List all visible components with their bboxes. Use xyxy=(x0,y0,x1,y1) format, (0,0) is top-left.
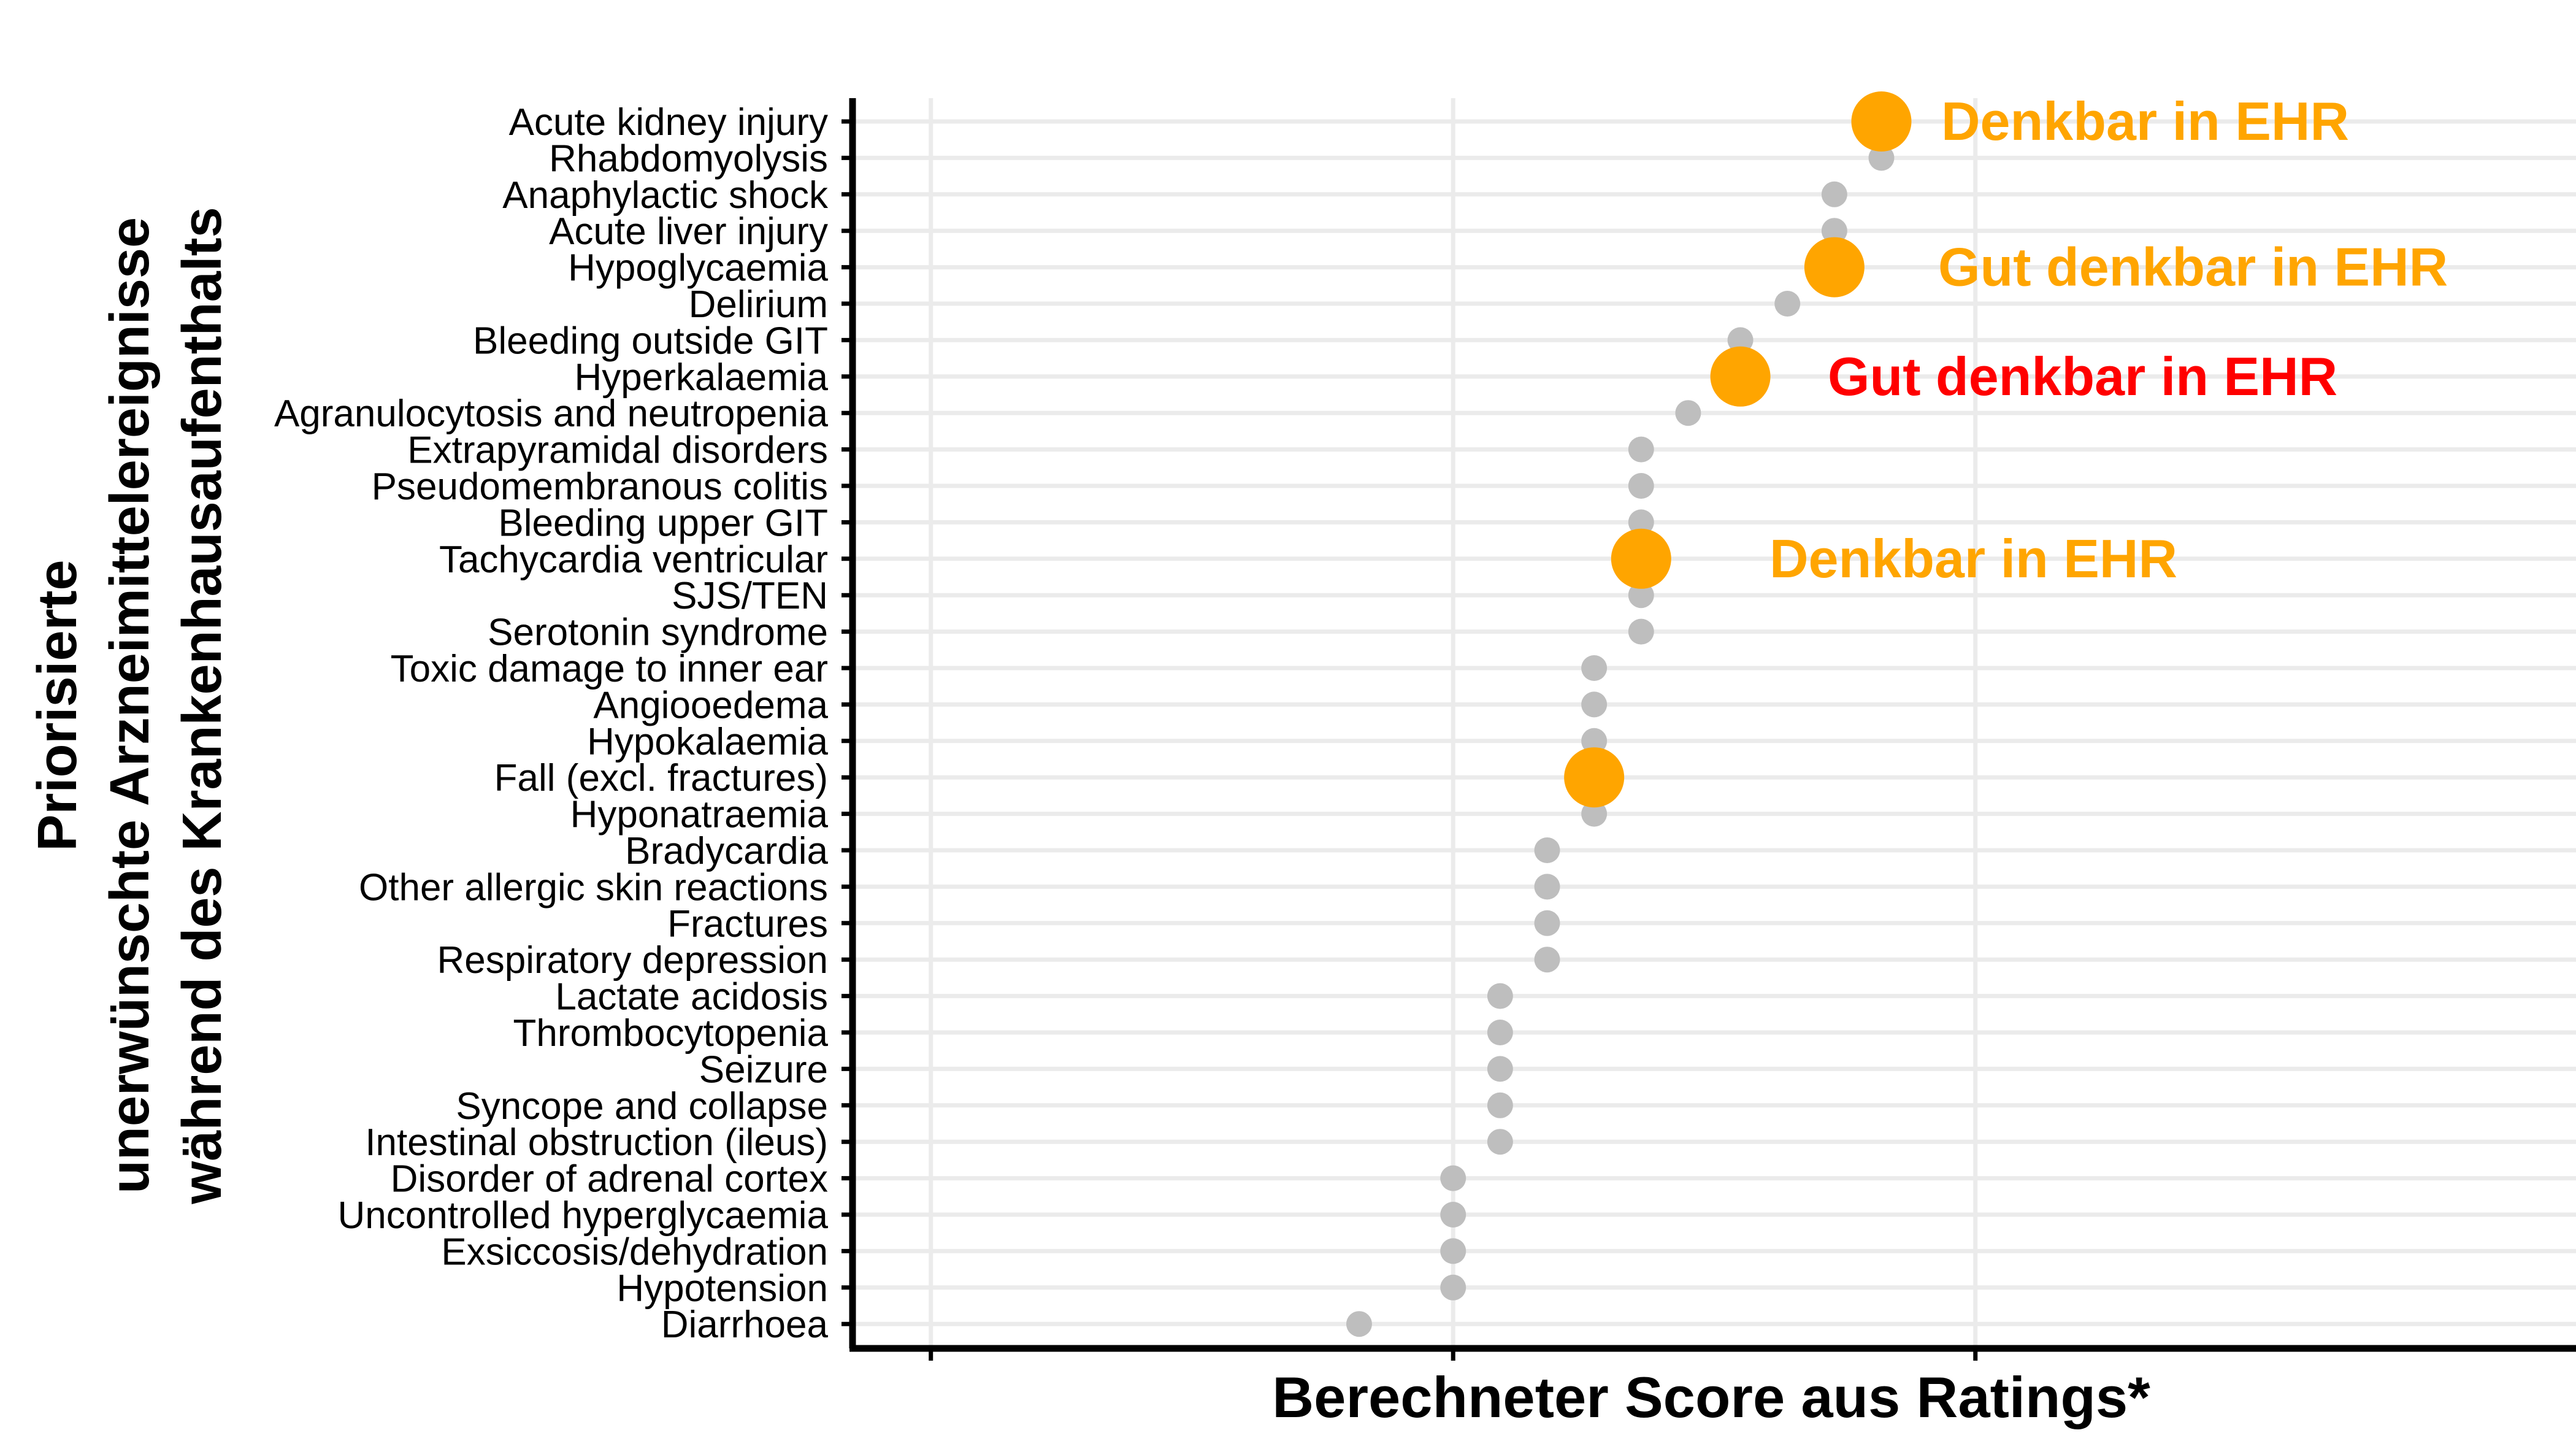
y-axis-title: Priorisierte unerwünschte Arzneimittelere… xyxy=(27,207,233,1204)
data-point xyxy=(1628,618,1654,645)
data-point xyxy=(1581,728,1608,754)
data-point xyxy=(1534,947,1560,973)
y-tick-label: Hypoglycaemia xyxy=(568,247,828,290)
data-point xyxy=(1487,1092,1513,1118)
y-tick-label: Acute kidney injury xyxy=(509,101,828,144)
y-tick-label: Uncontrolled hyperglycaemia xyxy=(337,1194,828,1237)
data-point xyxy=(1628,509,1654,536)
y-tick-label: Acute liver injury xyxy=(549,210,828,253)
y-tick-label: Hypotension xyxy=(616,1267,828,1310)
y-tick-label: Hyperkalaemia xyxy=(574,356,828,399)
y-tick-label: Fractures xyxy=(667,903,828,945)
y-tick-label: Hyponatraemia xyxy=(570,794,829,836)
data-point xyxy=(1487,1020,1513,1045)
data-point xyxy=(1440,1165,1466,1191)
y-tick-label: Agranulocytosis and neutropenia xyxy=(274,393,829,435)
data-point xyxy=(1628,473,1654,499)
y-tick-label: Other allergic skin reactions xyxy=(359,866,828,909)
data-point xyxy=(1346,1311,1372,1337)
y-tick-label: Tachycardia ventricular xyxy=(439,539,828,581)
y-tick-label: Extrapyramidal disorders xyxy=(407,429,828,472)
y-tick-label: Toxic damage to inner ear xyxy=(391,648,828,690)
highlighted-point xyxy=(1804,237,1865,298)
y-tick-label: Bradycardia xyxy=(625,830,828,872)
highlighted-point xyxy=(1710,346,1771,407)
y-axis-title-line: unerwünschte Arzneimittelereignisse xyxy=(99,217,161,1194)
data-point xyxy=(1487,1056,1513,1082)
y-tick-labels: Acute kidney injuryRhabdomyolysisAnaphyl… xyxy=(274,101,829,1346)
y-axis-title-line: während des Krankenhausaufenthalts xyxy=(172,207,233,1204)
data-point xyxy=(1821,218,1847,244)
data-point xyxy=(1821,181,1847,207)
y-tick-label: Fall (excl. fractures) xyxy=(494,757,828,799)
highlighted-point xyxy=(1611,528,1671,589)
y-tick-label: Thrombocytopenia xyxy=(513,1012,829,1055)
y-tick-label: Rhabdomyolysis xyxy=(549,137,828,180)
data-point xyxy=(1440,1274,1466,1301)
y-tick-label: Diarrhoea xyxy=(661,1304,829,1346)
data-point xyxy=(1534,910,1560,936)
highlight-label: Gut denkbar in EHR xyxy=(1828,346,2337,407)
data-point xyxy=(1581,801,1608,827)
y-tick-label: Hypokalaemia xyxy=(587,721,828,763)
data-point xyxy=(1727,327,1754,353)
data-point xyxy=(1440,1202,1466,1228)
data-point xyxy=(1487,983,1513,1009)
y-tick-label: Angiooedema xyxy=(593,684,828,726)
y-tick-label: Respiratory depression xyxy=(437,939,828,982)
x-axis-title: Berechneter Score aus Ratings* xyxy=(1272,1365,2150,1429)
data-point xyxy=(1440,1238,1466,1264)
highlight-label: Gut denkbar in EHR xyxy=(1938,237,2448,298)
y-tick-label: Serotonin syndrome xyxy=(488,612,828,654)
highlight-label: Denkbar in EHR xyxy=(1941,91,2349,152)
highlight-label: Denkbar in EHR xyxy=(1769,528,2177,589)
y-tick-label: Exsiccosis/dehydration xyxy=(441,1231,828,1273)
data-point xyxy=(1581,655,1608,681)
data-point xyxy=(1675,400,1701,426)
y-tick-label: Disorder of adrenal cortex xyxy=(391,1158,828,1201)
y-tick-label: Pseudomembranous colitis xyxy=(372,466,828,508)
y-tick-label: SJS/TEN xyxy=(672,575,828,617)
highlighted-point xyxy=(1851,91,1912,152)
data-point xyxy=(1487,1129,1513,1155)
data-point xyxy=(1868,145,1895,171)
data-point xyxy=(1534,874,1560,900)
y-tick-label: Syncope and collapse xyxy=(456,1085,828,1128)
y-tick-label: Intestinal obstruction (ileus) xyxy=(365,1121,828,1164)
y-tick-label: Anaphylactic shock xyxy=(502,174,829,217)
highlight-labels: Denkbar in EHR Gut denkbar in EHR Gut denk… xyxy=(1769,91,2448,589)
data-point xyxy=(1774,291,1801,317)
data-point xyxy=(1628,436,1654,463)
y-tick-label: Bleeding outside GIT xyxy=(473,320,828,362)
y-axis-title-line: Priorisierte xyxy=(27,559,88,851)
axes xyxy=(841,98,2576,1361)
data-point xyxy=(1581,691,1608,718)
y-tick-label: Delirium xyxy=(689,283,828,326)
highlighted-point xyxy=(1564,747,1625,808)
y-tick-label: Bleeding upper GIT xyxy=(498,502,828,544)
points xyxy=(1346,91,1912,1337)
y-tick-label: Seizure xyxy=(699,1048,828,1091)
grid-lines xyxy=(853,98,2576,1348)
data-point xyxy=(1534,837,1560,863)
y-tick-label: Lactate acidosis xyxy=(555,976,828,1018)
data-point xyxy=(1628,582,1654,609)
